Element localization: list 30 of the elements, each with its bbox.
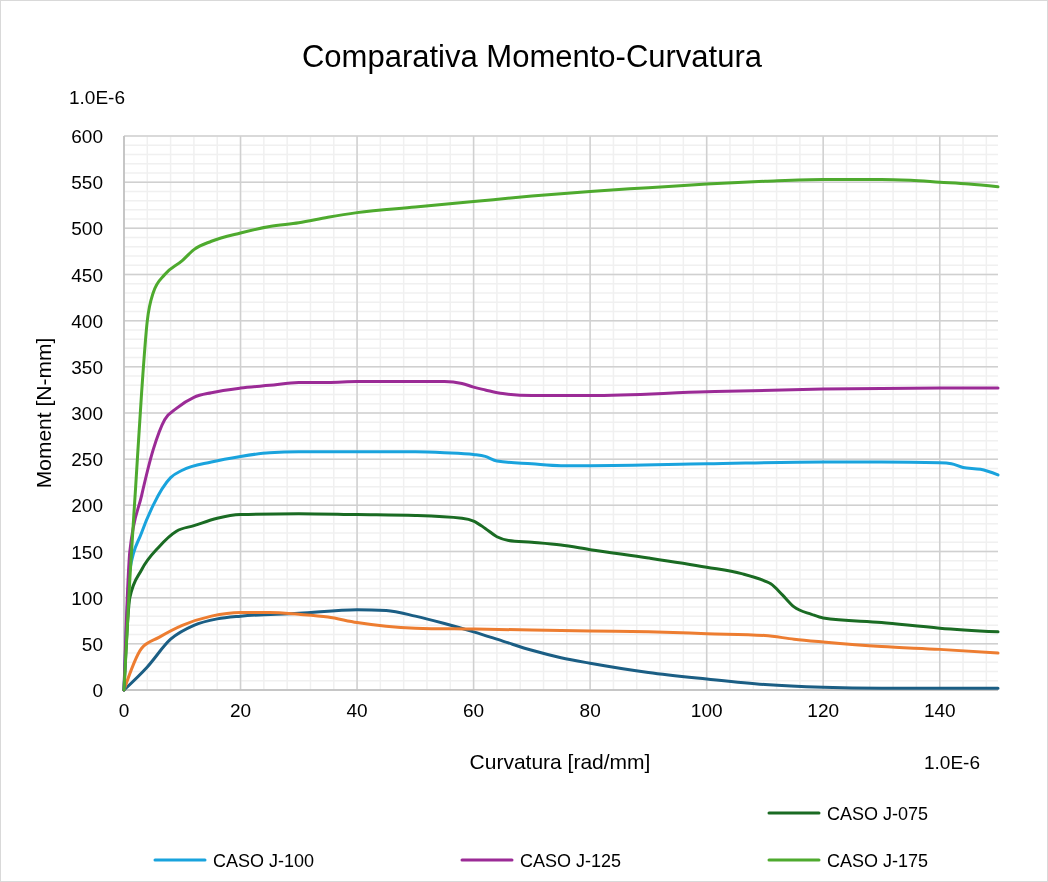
x-axis-title: Curvatura [rad/mm]: [469, 750, 651, 773]
x-tick-label: 140: [923, 700, 956, 721]
y-axis-title: Moment [N-mm]: [32, 337, 55, 489]
y-tick-label: 300: [71, 403, 103, 424]
x-tick-label: 0: [118, 700, 130, 721]
text: 1.0E-6: [69, 87, 125, 108]
legend-label: CASO J-125: [520, 851, 622, 871]
x-tick-label: 60: [463, 700, 485, 721]
y-tick-label: 100: [71, 587, 103, 609]
y-tick-label: 450: [71, 264, 103, 286]
y-tick-label: 250: [71, 449, 103, 471]
x-tick-label: 20: [229, 700, 252, 721]
y-tick-label: 500: [71, 218, 103, 240]
x-tick-label: 40: [346, 700, 368, 721]
y-tick-label: 550: [71, 172, 103, 194]
legend-label: CASO J-075: [827, 804, 929, 824]
y-tick-label: 0: [92, 680, 103, 701]
y-tick-label: 50: [81, 633, 103, 655]
legend-label: CASO J-100: [213, 851, 315, 871]
y-tick-label: 400: [71, 310, 103, 332]
y-tick-label: 150: [71, 541, 103, 563]
x-tick-label: 100: [690, 700, 723, 721]
y-tick-label: 350: [71, 356, 103, 378]
chart-title: Comparativa Momento-Curvatura: [301, 39, 763, 74]
x-tick-label: 80: [579, 700, 601, 721]
legend-label: CASO J-175: [827, 851, 929, 871]
x-tick-label: 120: [807, 700, 840, 721]
text: 1.0E-6: [924, 752, 980, 773]
y-tick-label: 600: [71, 126, 103, 147]
y-tick-label: 200: [71, 495, 103, 517]
